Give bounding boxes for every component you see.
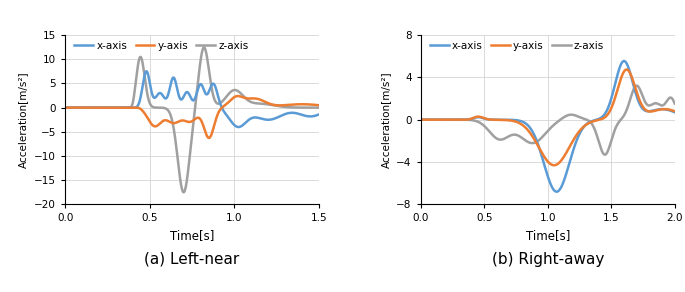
x-axis xyxy=(552,190,560,193)
x-axis xyxy=(236,125,244,128)
x-axis xyxy=(164,93,172,97)
z-axis xyxy=(671,102,679,105)
x-axis xyxy=(620,59,628,63)
z-axis xyxy=(615,120,623,124)
x-axis xyxy=(260,117,268,121)
Text: (b) Right-away: (b) Right-away xyxy=(492,252,604,267)
X-axis label: Time[s]: Time[s] xyxy=(170,229,214,242)
y-axis xyxy=(61,106,69,110)
z-axis xyxy=(260,102,268,106)
Legend: x-axis, y-axis, z-axis: x-axis, y-axis, z-axis xyxy=(426,37,608,55)
Y-axis label: Acceleration[m/s²]: Acceleration[m/s²] xyxy=(381,72,390,168)
z-axis xyxy=(619,114,627,118)
z-axis xyxy=(601,153,609,157)
z-axis xyxy=(61,106,69,110)
y-axis xyxy=(671,110,679,113)
y-axis xyxy=(519,124,527,128)
z-axis xyxy=(179,190,188,194)
z-axis xyxy=(200,46,208,49)
x-axis xyxy=(519,120,527,124)
x-axis xyxy=(591,118,599,122)
y-axis xyxy=(619,70,627,74)
Line: y-axis: y-axis xyxy=(421,69,675,165)
x-axis xyxy=(142,69,151,73)
z-axis xyxy=(315,106,323,110)
x-axis xyxy=(416,118,425,121)
Line: x-axis: x-axis xyxy=(421,61,675,192)
Legend: x-axis, y-axis, z-axis: x-axis, y-axis, z-axis xyxy=(71,37,253,55)
y-axis xyxy=(234,94,242,98)
y-axis xyxy=(528,135,536,138)
x-axis xyxy=(234,125,242,129)
z-axis xyxy=(416,118,425,121)
x-axis xyxy=(443,118,451,121)
z-axis xyxy=(519,137,527,141)
y-axis xyxy=(264,101,273,105)
x-axis xyxy=(61,106,69,110)
X-axis label: Time[s]: Time[s] xyxy=(525,229,570,242)
x-axis xyxy=(264,118,273,121)
y-axis xyxy=(173,121,181,124)
z-axis xyxy=(528,141,536,145)
y-axis xyxy=(443,118,451,121)
Line: x-axis: x-axis xyxy=(65,71,319,127)
z-axis xyxy=(443,118,451,121)
z-axis xyxy=(87,106,95,110)
x-axis xyxy=(615,68,623,71)
y-axis xyxy=(260,99,268,103)
z-axis xyxy=(264,103,273,106)
y-axis xyxy=(550,164,558,167)
y-axis xyxy=(623,68,631,71)
y-axis xyxy=(615,83,623,86)
Text: (a) Left-near: (a) Left-near xyxy=(145,252,240,267)
y-axis xyxy=(87,106,95,110)
x-axis xyxy=(315,113,323,116)
y-axis xyxy=(236,95,244,98)
x-axis xyxy=(528,130,536,133)
z-axis xyxy=(236,91,244,94)
z-axis xyxy=(633,84,641,87)
y-axis xyxy=(205,136,213,140)
Y-axis label: Acceleration[m/s²]: Acceleration[m/s²] xyxy=(18,72,29,168)
x-axis xyxy=(671,110,679,114)
x-axis xyxy=(87,106,95,110)
x-axis xyxy=(173,87,182,91)
Line: z-axis: z-axis xyxy=(421,86,675,155)
z-axis xyxy=(164,108,172,112)
z-axis xyxy=(173,151,181,154)
y-axis xyxy=(591,119,599,123)
x-axis xyxy=(619,59,627,63)
y-axis xyxy=(315,103,323,107)
z-axis xyxy=(591,129,599,132)
y-axis xyxy=(164,119,172,123)
y-axis xyxy=(416,118,425,121)
Line: z-axis: z-axis xyxy=(65,47,319,192)
Line: y-axis: y-axis xyxy=(65,96,319,138)
